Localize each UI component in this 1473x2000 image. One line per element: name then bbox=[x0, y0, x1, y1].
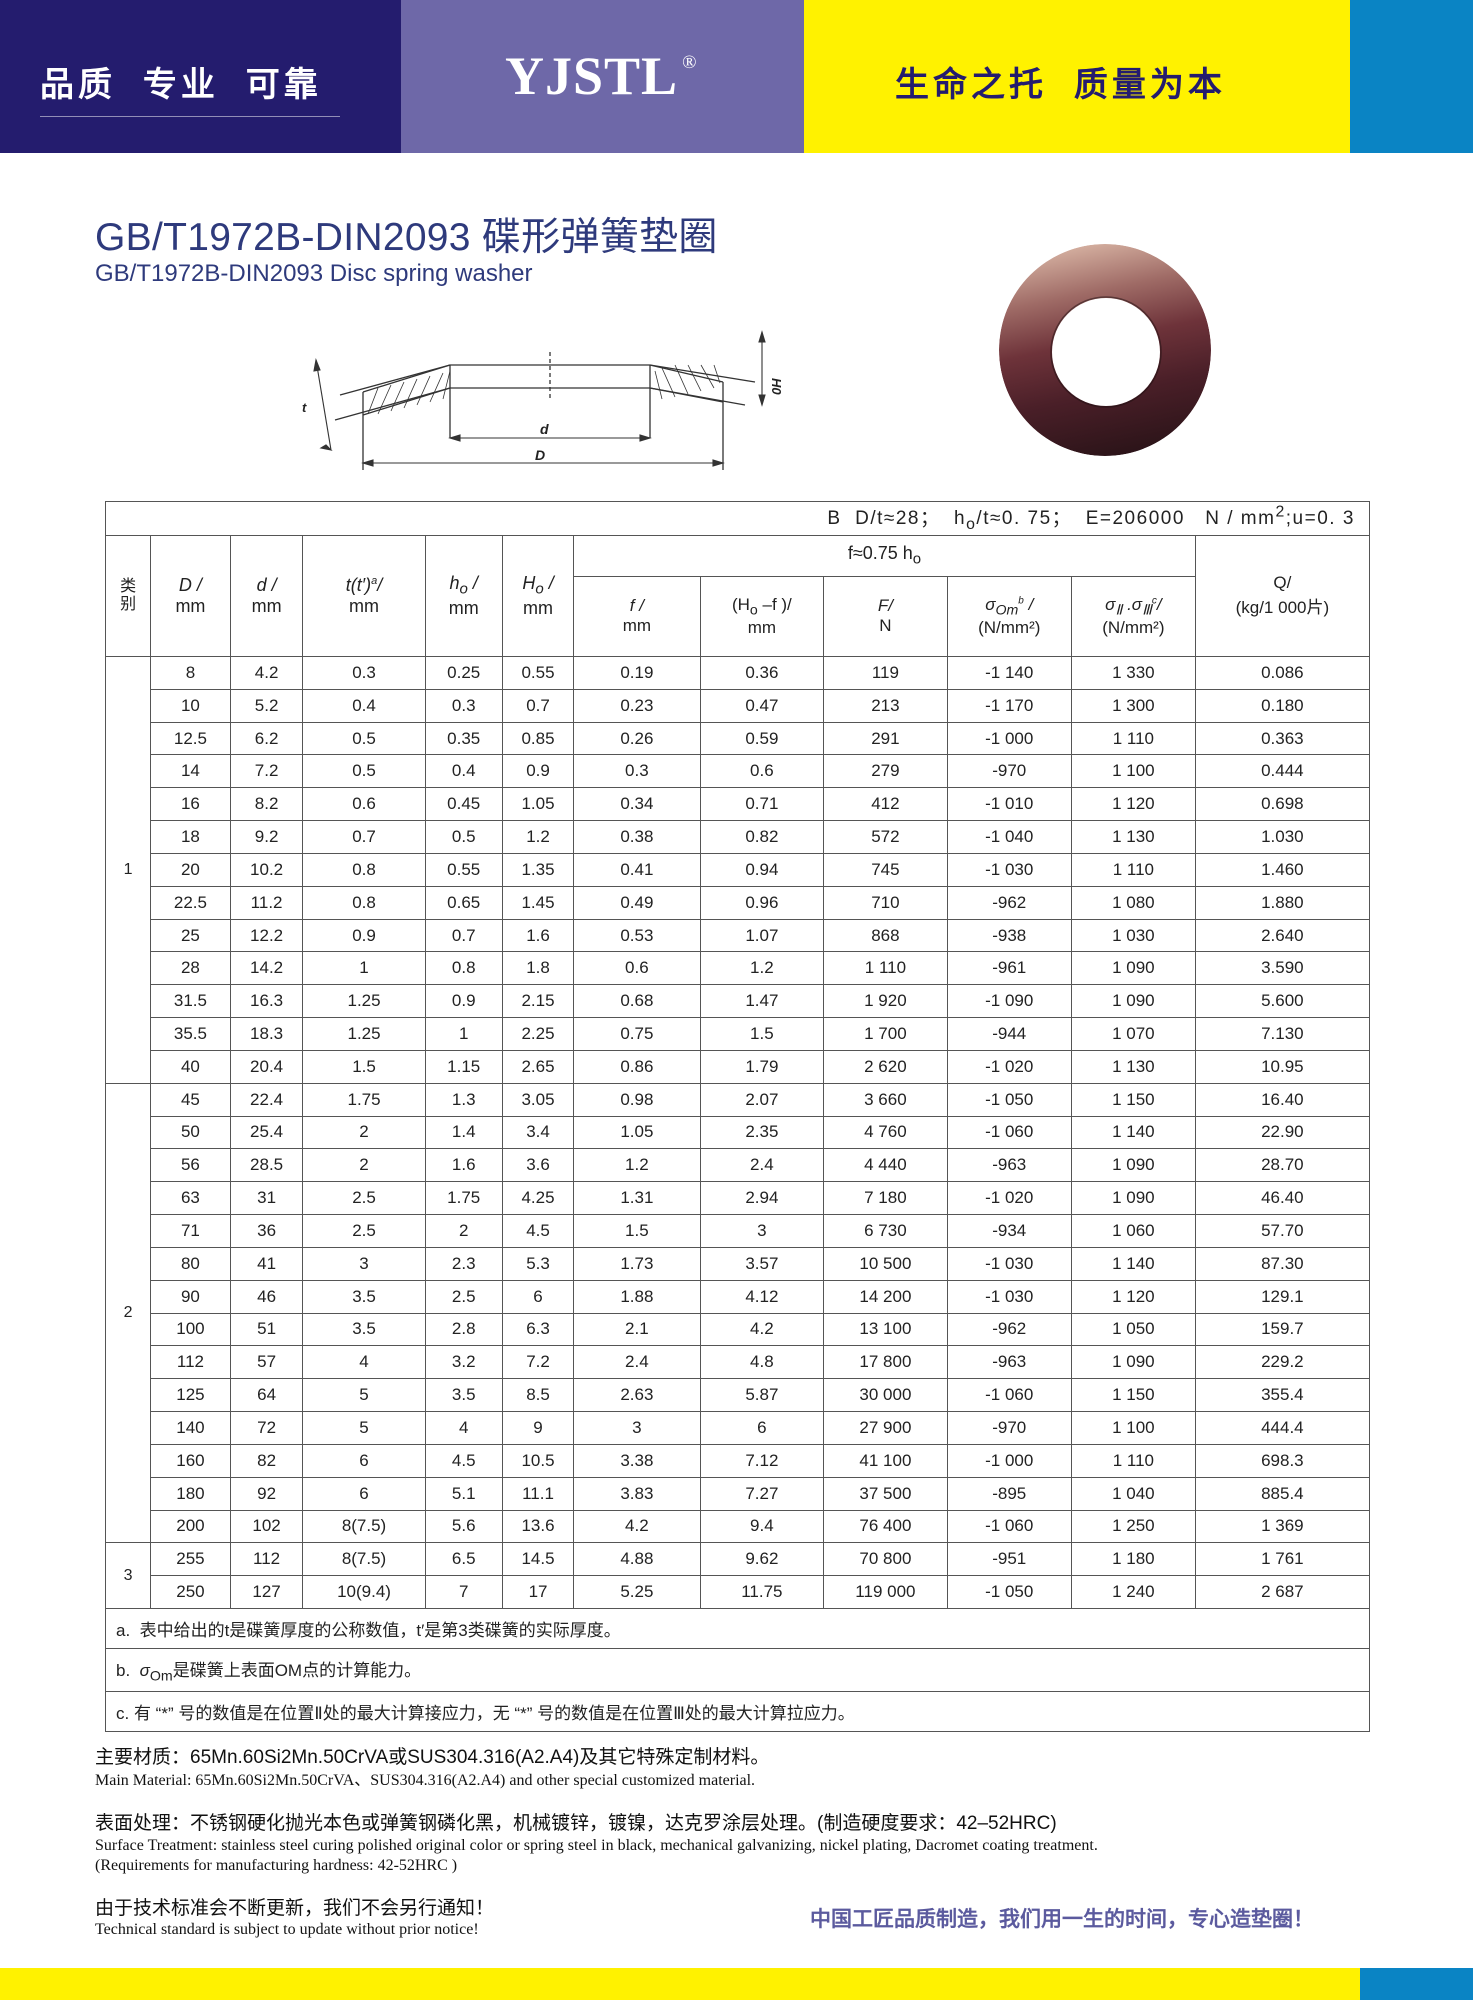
svg-text:D: D bbox=[535, 447, 545, 463]
svg-text:H0: H0 bbox=[769, 378, 784, 395]
svg-text:t: t bbox=[302, 400, 307, 415]
svg-text:d: d bbox=[540, 421, 549, 437]
